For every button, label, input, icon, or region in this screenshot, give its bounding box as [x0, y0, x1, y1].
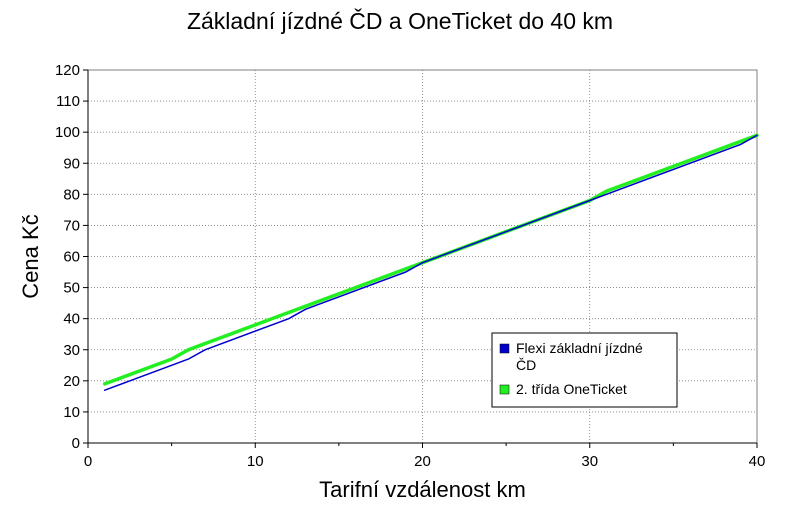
axes: 0 10 20 30 40 0 10 20 30 40 50 60 70 80 90 100 110 120: [55, 62, 765, 470]
legend: Flexi základní jízdné ČD 2. třída OneTicke…: [491, 332, 678, 408]
y-axis-title: Cena Kč: [18, 214, 43, 298]
legend-label-1: Flexi základní jízdné ČD: [516, 340, 643, 373]
y-tick-label: 80: [63, 186, 80, 203]
y-tick-label: 0: [72, 435, 80, 452]
y-tick-label: 100: [55, 124, 80, 141]
x-axis-title: Tarifní vzdálenost km: [319, 477, 526, 502]
legend-swatch-2: [499, 384, 510, 395]
y-tick-label: 120: [55, 62, 80, 79]
y-tick-label: 70: [63, 217, 80, 234]
y-tick-label: 10: [63, 404, 80, 421]
series-line-2: [102, 133, 759, 386]
legend-swatch-1: [499, 343, 510, 354]
y-tick-label: 60: [63, 249, 80, 266]
y-tick-label: 20: [63, 373, 80, 390]
y-tick-label: 40: [63, 311, 80, 328]
x-tick-label: 30: [581, 453, 598, 470]
x-tick-label: 10: [247, 453, 264, 470]
y-tick-label: 30: [63, 342, 80, 359]
series-lines: [102, 133, 759, 391]
x-tick-label: 0: [84, 453, 92, 470]
x-tick-label: 20: [414, 453, 431, 470]
chart-title: Základní jízdné ČD a OneTicket do 40 km: [186, 8, 614, 34]
legend-box: [491, 332, 678, 408]
x-tick-label: 40: [749, 453, 766, 470]
y-tick-label: 90: [63, 155, 80, 172]
legend-label-2: 2. třída OneTicket: [516, 381, 627, 397]
y-tick-label: 110: [56, 93, 80, 110]
y-tick-label: 50: [63, 280, 80, 297]
series-line-1: [103, 134, 758, 391]
